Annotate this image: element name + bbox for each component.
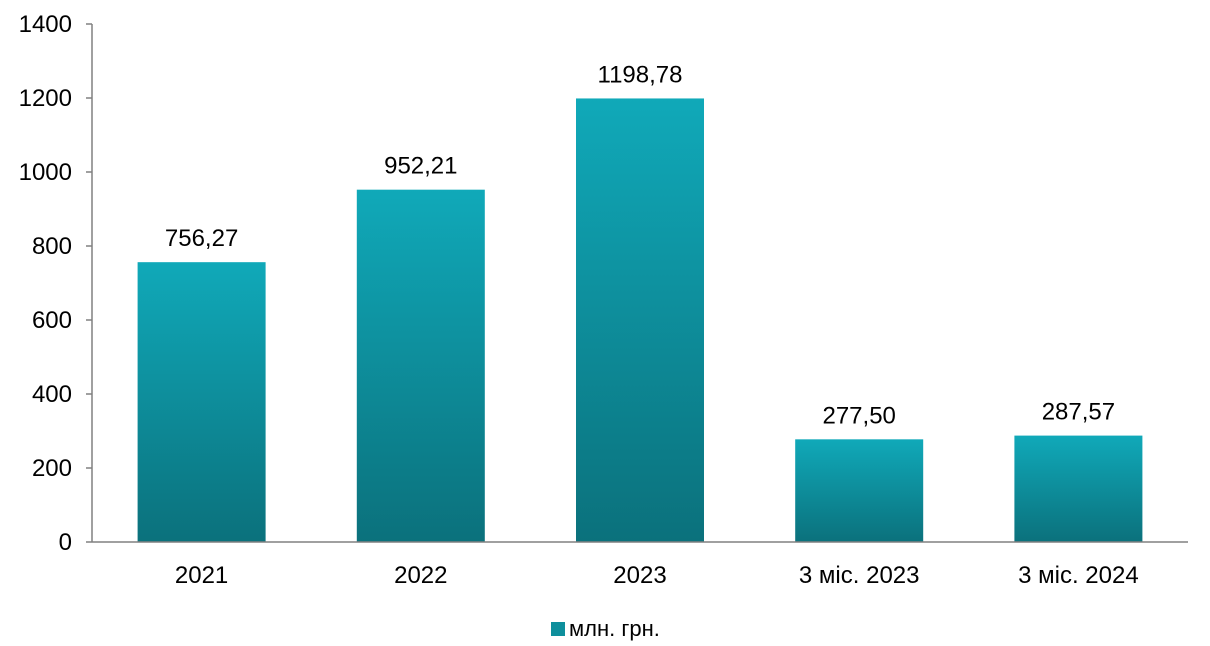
y-tick-label: 1400 — [19, 11, 72, 38]
bar — [356, 189, 485, 542]
y-axis: 0 200 400 600 800 1000 1200 1400 — [19, 11, 93, 556]
y-tick-label: 1200 — [19, 85, 72, 112]
bars — [137, 98, 1143, 542]
y-tick-label: 1000 — [19, 159, 72, 186]
bar — [137, 262, 266, 542]
x-category-label: 2021 — [175, 562, 228, 589]
x-axis: 2021 2022 2023 3 міс. 2023 3 міс. 2024 — [92, 541, 1188, 589]
x-category-label: 3 міс. 2023 — [799, 562, 920, 589]
bar — [795, 439, 924, 542]
bar-value-label: 1198,78 — [598, 61, 683, 88]
legend-label: млн. грн. — [569, 616, 660, 641]
bar — [576, 98, 704, 542]
y-tick-label: 600 — [32, 307, 72, 334]
y-tick-label: 0 — [59, 529, 72, 556]
legend: млн. грн. — [551, 616, 660, 641]
legend-marker — [551, 622, 565, 636]
y-tick-label: 800 — [32, 233, 72, 260]
x-category-label: 2022 — [394, 562, 447, 589]
bar-value-label: 277,50 — [822, 402, 895, 429]
y-tick-label: 400 — [32, 381, 72, 408]
bar-value-label: 756,27 — [165, 225, 238, 252]
y-tick-label: 200 — [32, 455, 72, 482]
x-category-label: 3 міс. 2024 — [1018, 562, 1139, 589]
x-category-label: 2023 — [613, 562, 666, 589]
bar-value-label: 287,57 — [1042, 399, 1115, 426]
bar-value-label: 952,21 — [384, 153, 457, 180]
value-labels: 756,27 952,21 1198,78 277,50 287,57 — [165, 61, 1115, 429]
bar — [1014, 435, 1143, 542]
